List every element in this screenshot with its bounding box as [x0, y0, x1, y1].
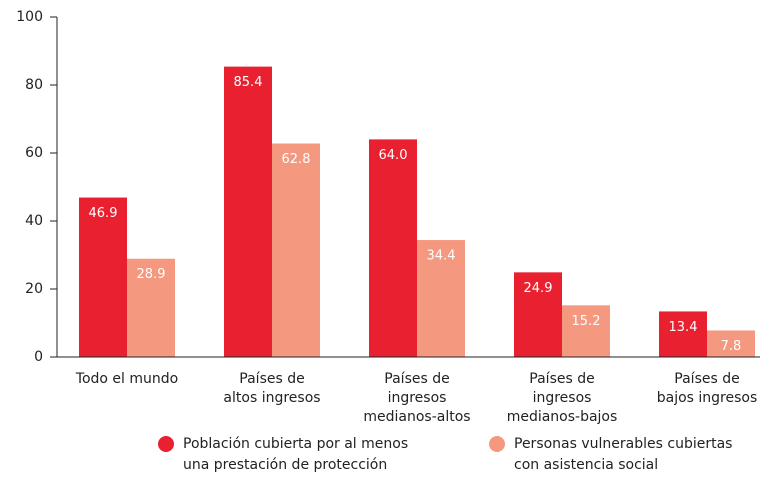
legend-marker: [158, 436, 174, 452]
legend-label: una prestación de protección: [183, 457, 387, 473]
value-label: 24.9: [524, 281, 553, 296]
x-tick-label: altos ingresos: [223, 390, 320, 406]
y-tick-label: 100: [16, 9, 43, 25]
value-label: 13.4: [669, 320, 698, 335]
bar: [79, 197, 127, 357]
legend-marker: [489, 436, 505, 452]
bar: [369, 139, 417, 357]
y-tick-label: 40: [25, 213, 43, 229]
x-tick-label: ingresos: [388, 390, 447, 406]
value-label: 62.8: [282, 152, 311, 167]
x-tick-label: Países de: [239, 371, 304, 387]
bar: [707, 330, 755, 357]
bar: [272, 143, 320, 357]
value-label: 64.0: [379, 148, 408, 163]
x-tick-label: bajos ingresos: [657, 390, 758, 406]
x-tick-label: ingresos: [533, 390, 592, 406]
x-tick-label: medianos-altos: [363, 409, 470, 425]
legend-label: con asistencia social: [514, 457, 658, 473]
x-tick-label: Países de: [674, 371, 739, 387]
x-tick-label: medianos-bajos: [507, 409, 618, 425]
legend-label: Personas vulnerables cubiertas: [514, 436, 732, 452]
x-tick-label: Países de: [529, 371, 594, 387]
y-tick-label: 80: [25, 77, 43, 93]
bar: [224, 66, 272, 357]
y-tick-label: 0: [34, 349, 43, 365]
value-label: 28.9: [137, 267, 166, 282]
bar: [562, 305, 610, 357]
value-label: 85.4: [234, 75, 263, 90]
y-tick-label: 20: [25, 281, 43, 297]
value-label: 7.8: [721, 339, 742, 354]
value-label: 34.4: [427, 249, 456, 264]
x-tick-label: Países de: [384, 371, 449, 387]
value-label: 15.2: [572, 314, 601, 329]
bar: [417, 240, 465, 357]
bar: [514, 272, 562, 357]
y-tick-label: 60: [25, 145, 43, 161]
legend-label: Población cubierta por al menos: [183, 436, 408, 452]
bar: [127, 258, 175, 357]
x-tick-label: Todo el mundo: [75, 371, 178, 387]
bar: [659, 311, 707, 357]
value-label: 46.9: [89, 206, 118, 221]
